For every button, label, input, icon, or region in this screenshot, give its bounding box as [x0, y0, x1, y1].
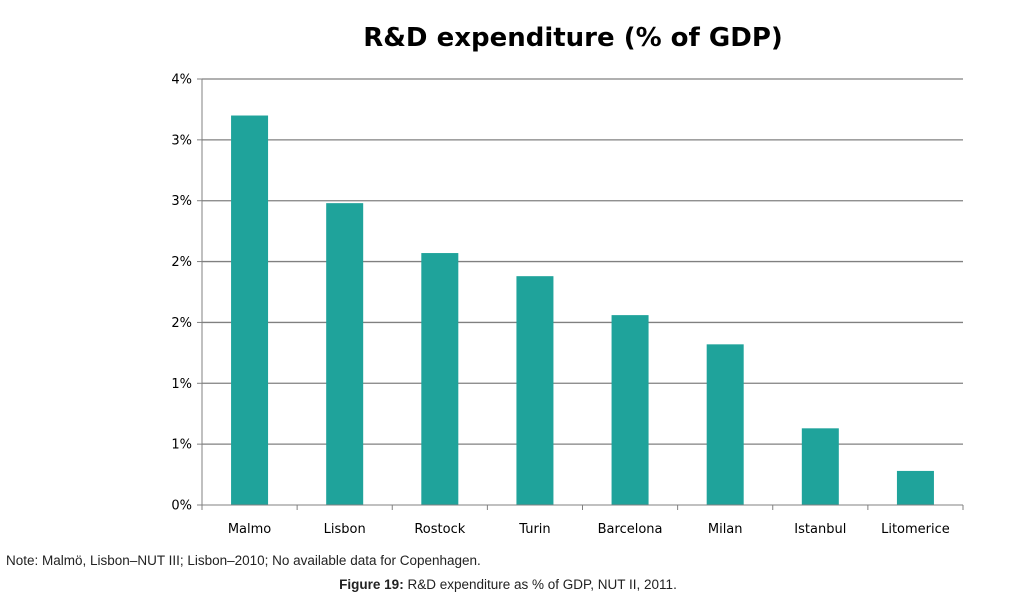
figure-caption-label: Figure 19:: [339, 577, 404, 592]
y-tick-label: 3%: [171, 194, 192, 209]
y-tick-label: 4%: [171, 73, 192, 88]
bars: [231, 115, 934, 506]
y-tick-label: 1%: [171, 377, 192, 392]
figure-caption-text: R&D expenditure as % of GDP, NUT II, 201…: [403, 577, 677, 592]
axes: [201, 79, 964, 510]
bar: [896, 470, 934, 505]
x-category-label: Turin: [518, 522, 550, 537]
bar: [706, 344, 744, 505]
bar: [421, 253, 459, 505]
bar: [801, 428, 839, 505]
bar: [231, 115, 269, 505]
figure-note: Note: Malmö, Lisbon–NUT III; Lisbon–2010…: [6, 553, 481, 568]
bar: [516, 276, 554, 505]
x-category-label: Lisbon: [324, 522, 366, 537]
gridlines: [202, 78, 963, 445]
x-category-label: Malmo: [228, 522, 271, 537]
bar-chart: R&D expenditure (% of GDP) 0% 1% 1% 2% 2% 3% 3…: [171, 23, 964, 537]
x-category-label: Milan: [708, 522, 743, 537]
x-axis-category-labels: Malmo Lisbon Rostock Turin Barcelona Milan Ist…: [228, 522, 950, 537]
figure-caption: Figure 19: R&D expenditure as % of GDP, …: [0, 577, 1016, 592]
x-category-label: Rostock: [414, 522, 465, 537]
x-category-label: Istanbul: [794, 522, 846, 537]
x-category-label: Litomerice: [881, 522, 950, 537]
y-axis-tick-labels: 0% 1% 1% 2% 2% 3% 3% 4%: [171, 73, 202, 514]
bar: [326, 203, 364, 506]
y-tick-label: 2%: [171, 255, 192, 270]
y-tick-label: 0%: [171, 499, 192, 514]
bar: [611, 315, 649, 505]
chart-title: R&D expenditure (% of GDP): [363, 23, 783, 53]
y-tick-label: 2%: [171, 316, 192, 331]
x-category-label: Barcelona: [598, 522, 663, 537]
y-tick-label: 3%: [171, 133, 192, 148]
y-tick-label: 1%: [171, 438, 192, 453]
